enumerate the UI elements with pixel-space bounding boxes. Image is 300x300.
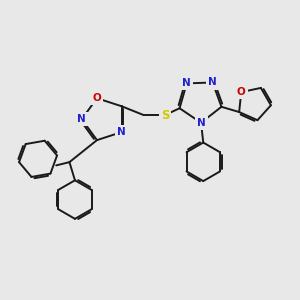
Text: S: S	[161, 109, 169, 122]
Text: N: N	[208, 77, 217, 88]
Text: N: N	[197, 118, 206, 128]
Text: N: N	[117, 127, 126, 137]
Text: N: N	[182, 78, 191, 88]
Text: O: O	[93, 93, 101, 103]
Text: N: N	[77, 114, 86, 124]
Text: O: O	[237, 87, 246, 97]
